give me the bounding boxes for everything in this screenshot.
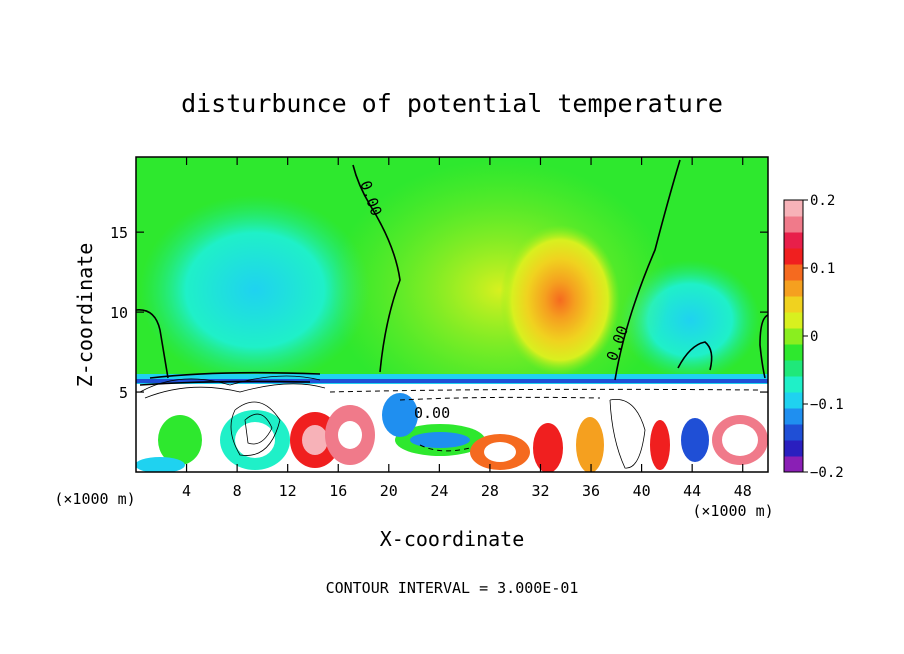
thin-contours xyxy=(139,375,646,469)
colorbar-swatch xyxy=(784,200,803,217)
y-axis-ticks: 5 10 15 xyxy=(110,224,768,402)
colorbar xyxy=(784,200,803,473)
x-tick-label: 40 xyxy=(633,482,651,500)
y-tick-label: 5 xyxy=(119,384,128,402)
colorbar-swatch xyxy=(784,440,803,457)
contour-interval: CONTOUR INTERVAL = 3.000E-01 xyxy=(326,579,579,597)
x-tick-label: 32 xyxy=(531,482,549,500)
colorbar-tick-label: 0.1 xyxy=(810,261,835,277)
colorbar-labels: 0.2 0.1 0 −0.1 −0.2 xyxy=(803,193,844,481)
lower-features xyxy=(136,390,768,472)
inversion-band-blue xyxy=(136,379,768,383)
y-tick-label: 10 xyxy=(110,304,128,322)
x-tick-label: 48 xyxy=(734,482,752,500)
colorbar-swatch xyxy=(784,360,803,377)
colorbar-swatch xyxy=(784,280,803,297)
x-tick-label: 12 xyxy=(279,482,297,500)
x-tick-label: 24 xyxy=(430,482,448,500)
x-tick-label: 44 xyxy=(683,482,701,500)
colorbar-swatch xyxy=(784,248,803,265)
warm-core xyxy=(500,225,620,375)
colorbar-swatch xyxy=(784,376,803,393)
x-tick-label: 16 xyxy=(329,482,347,500)
x-tick-label: 20 xyxy=(380,482,398,500)
contour-label: 0.00 xyxy=(414,404,450,422)
colorbar-swatch xyxy=(784,216,803,233)
dashed-contours xyxy=(329,388,761,452)
x-axis-label: X-coordinate xyxy=(380,527,525,551)
y-axis-label: Z-coordinate xyxy=(73,243,97,388)
colorbar-swatch xyxy=(784,408,803,425)
cool-region-left xyxy=(140,195,370,385)
plot-area: 0.00 0.00 0.00 xyxy=(136,157,768,472)
plot-frame xyxy=(135,156,769,473)
x-unit-left: (×1000 m) xyxy=(54,490,135,508)
x-axis-ticks: 4 8 12 16 20 24 28 32 36 40 44 48 xyxy=(182,157,752,500)
colorbar-tick-label: 0.2 xyxy=(810,193,835,209)
colorbar-swatch xyxy=(784,424,803,441)
colorbar-tick-label: 0 xyxy=(810,329,818,345)
x-tick-label: 36 xyxy=(582,482,600,500)
x-tick-label: 8 xyxy=(233,482,242,500)
colorbar-tick-label: −0.1 xyxy=(810,397,844,413)
colorbar-swatch xyxy=(784,456,803,473)
colorbar-swatch xyxy=(784,232,803,249)
x-unit-right: (×1000 m) xyxy=(692,502,773,520)
colorbar-swatch xyxy=(784,344,803,361)
colorbar-swatch xyxy=(784,312,803,329)
y-tick-label: 15 xyxy=(110,224,128,242)
contour-lines xyxy=(136,159,768,386)
colorbar-swatch xyxy=(784,296,803,313)
x-tick-label: 4 xyxy=(182,482,191,500)
colorbar-swatch xyxy=(784,328,803,345)
colorbar-tick-label: −0.2 xyxy=(810,465,844,481)
colorbar-swatch xyxy=(784,392,803,409)
colorbar-swatch xyxy=(784,264,803,281)
x-tick-label: 28 xyxy=(481,482,499,500)
chart-title: disturbunce of potential temperature xyxy=(181,89,723,118)
